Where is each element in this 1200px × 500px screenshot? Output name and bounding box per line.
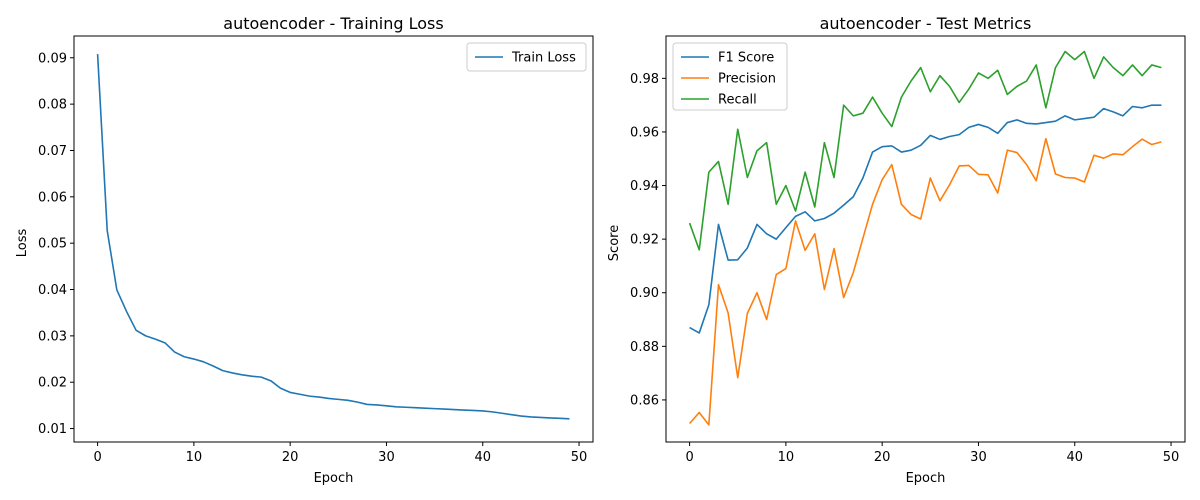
legend: F1 Score Precision Recall (672, 42, 788, 111)
y-tick-label: 0.86 (630, 393, 659, 408)
plot-frame (73, 35, 594, 443)
x-tick-label: 10 (778, 450, 795, 465)
chart-title: autoencoder - Test Metrics (820, 14, 1032, 33)
series-lines (96, 54, 570, 420)
plot-frame (665, 35, 1186, 443)
y-tick-label: 0.05 (38, 237, 67, 252)
x-tick-label: 20 (282, 450, 299, 465)
legend-box (466, 42, 587, 72)
x-tick-label: 50 (1163, 450, 1180, 465)
x-tick-label: 40 (1066, 450, 1083, 465)
y-tick-label: 0.08 (38, 98, 67, 113)
test-metrics-chart: autoencoder - Test Metrics Epoch Score 0… (607, 14, 1186, 486)
y-tick-label: 0.02 (38, 376, 67, 391)
series-line-train-loss (96, 54, 570, 420)
x-tick-label: 50 (571, 450, 588, 465)
legend-label-train-loss: Train Loss (511, 51, 576, 66)
legend-label-f1-score: F1 Score (718, 51, 774, 66)
y-tick-label: 0.01 (38, 422, 67, 437)
y-tick-label: 0.04 (38, 283, 67, 298)
y-tick-label: 0.92 (630, 233, 659, 248)
legend-label-recall: Recall (718, 93, 757, 108)
x-tick-label: 0 (685, 450, 693, 465)
series-line-precision (688, 137, 1162, 426)
legend-label-precision: Precision (718, 72, 776, 87)
x-tick-label: 0 (93, 450, 101, 465)
series-line-f1-score (689, 104, 1162, 334)
y-tick-label: 0.94 (630, 179, 659, 194)
y-axis-label: Score (607, 225, 622, 261)
y-tick-label: 0.98 (630, 72, 659, 87)
y-tick-label: 0.90 (630, 286, 659, 301)
x-tick-label: 30 (378, 450, 395, 465)
axis-ticks: 0 10 20 30 40 50 0.01 0.02 0.03 0.04 0.05 0.06 0.07 0… (38, 51, 587, 465)
x-axis-label: Epoch (314, 471, 354, 486)
series-line-recall (688, 50, 1162, 251)
x-tick-label: 30 (970, 450, 987, 465)
chart-title: autoencoder - Training Loss (223, 14, 443, 33)
y-tick-label: 0.03 (38, 329, 67, 344)
y-tick-label: 0.96 (630, 125, 659, 140)
y-tick-label: 0.09 (38, 51, 67, 66)
y-tick-label: 0.88 (630, 340, 659, 355)
legend-box (672, 42, 788, 111)
y-tick-label: 0.06 (38, 190, 67, 205)
x-axis-label: Epoch (906, 471, 946, 486)
x-tick-label: 40 (474, 450, 491, 465)
axis-ticks: 0 10 20 30 40 50 0.86 0.88 0.90 0.92 0.94 0.96 0.98 (630, 72, 1179, 465)
series-lines (688, 50, 1162, 426)
x-tick-label: 10 (186, 450, 203, 465)
x-tick-label: 20 (874, 450, 891, 465)
y-axis-label: Loss (15, 229, 30, 258)
y-tick-label: 0.07 (38, 144, 67, 159)
legend: Train Loss (466, 42, 587, 72)
training-loss-chart: autoencoder - Training Loss Epoch Loss 0… (15, 14, 594, 486)
